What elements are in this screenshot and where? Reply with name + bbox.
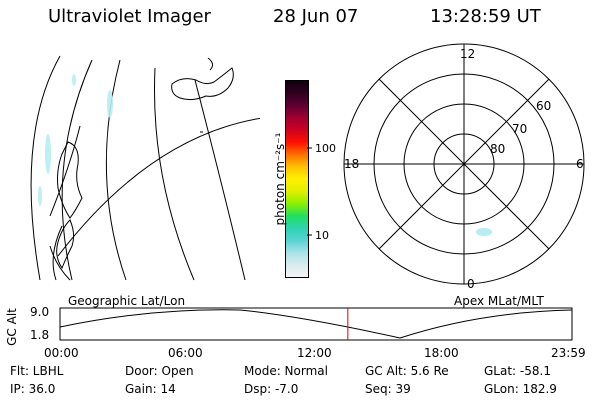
map-grid-arc [154, 67, 195, 281]
info-gc-alt: GC Alt: 5.6 Re [365, 364, 449, 378]
polar-mlt-label: 0 [467, 277, 475, 290]
geographic-map [30, 55, 260, 281]
info-filter: Flt: LBHL [10, 364, 64, 378]
timeline-y-tick: 1.8 [30, 328, 50, 342]
date-label: 28 Jun 07 [273, 6, 359, 27]
map-coastline [57, 141, 83, 219]
emission-patch [476, 228, 492, 236]
colorbar [285, 80, 309, 278]
info-mode: Mode: Normal [244, 364, 328, 378]
emission-patch [107, 90, 113, 118]
info-glon: GLon: 182.9 [484, 382, 557, 396]
map-coastline [207, 57, 214, 71]
time-label: 13:28:59 UT [430, 6, 541, 27]
timeline-x-tick: 18:00 [424, 346, 459, 360]
map-grid-arc [49, 125, 81, 217]
map-grid-arc [61, 59, 93, 281]
timeline-x-tick: 00:00 [44, 346, 79, 360]
info-ip: IP: 36.0 [10, 382, 56, 396]
colorbar-axis: 100 10 [307, 142, 336, 242]
emission-patch [45, 134, 51, 174]
info-seq: Seq: 39 [365, 382, 411, 396]
map-grid-arc [57, 117, 260, 257]
map-grid-arc [49, 245, 71, 281]
info-door: Door: Open [125, 364, 194, 378]
map-grid-arc [52, 225, 63, 281]
page-title: Ultraviolet Imager [48, 6, 211, 27]
polar-mlt-label: 6 [576, 157, 584, 171]
map-coastline [56, 219, 75, 270]
polar-lat-label: 60 [536, 99, 551, 113]
info-gain: Gain: 14 [125, 382, 176, 396]
polar-lat-label: 70 [512, 122, 527, 136]
map-grid-arc [194, 79, 246, 281]
colorbar-tick-label: 10 [315, 229, 329, 242]
timeline-chart [59, 307, 573, 341]
timeline-right-label: Apex MLat/MLT [454, 294, 544, 308]
timeline-x-tick: 06:00 [168, 346, 203, 360]
timeline-left-label: Geographic Lat/Lon [68, 294, 186, 308]
polar-mlt-label: 12 [460, 47, 475, 61]
colorbar-tick-label: 100 [315, 142, 336, 155]
emission-patch [72, 74, 76, 86]
colorbar-unit-label: photon cm⁻²s⁻¹ [273, 132, 287, 226]
polar-plot: 12 18 6 0 60 70 80 [343, 43, 585, 290]
timeline-frame [59, 307, 573, 341]
timeline-y-tick: 9.0 [30, 305, 50, 319]
map-coastline [171, 67, 234, 101]
info-glat: GLat: -58.1 [484, 364, 551, 378]
timeline-altitude-curve [59, 309, 573, 339]
info-dsp: Dsp: -7.0 [244, 382, 299, 396]
timeline-x-tick: 12:00 [297, 346, 332, 360]
polar-axis [378, 78, 550, 250]
map-grid-arc [30, 55, 61, 281]
polar-lat-label: 80 [490, 142, 505, 156]
timeline-x-tick: 23:59 [551, 346, 586, 360]
polar-mlt-label: 18 [344, 157, 359, 171]
map-grid-arc [105, 59, 127, 281]
emission-patch [38, 186, 42, 206]
